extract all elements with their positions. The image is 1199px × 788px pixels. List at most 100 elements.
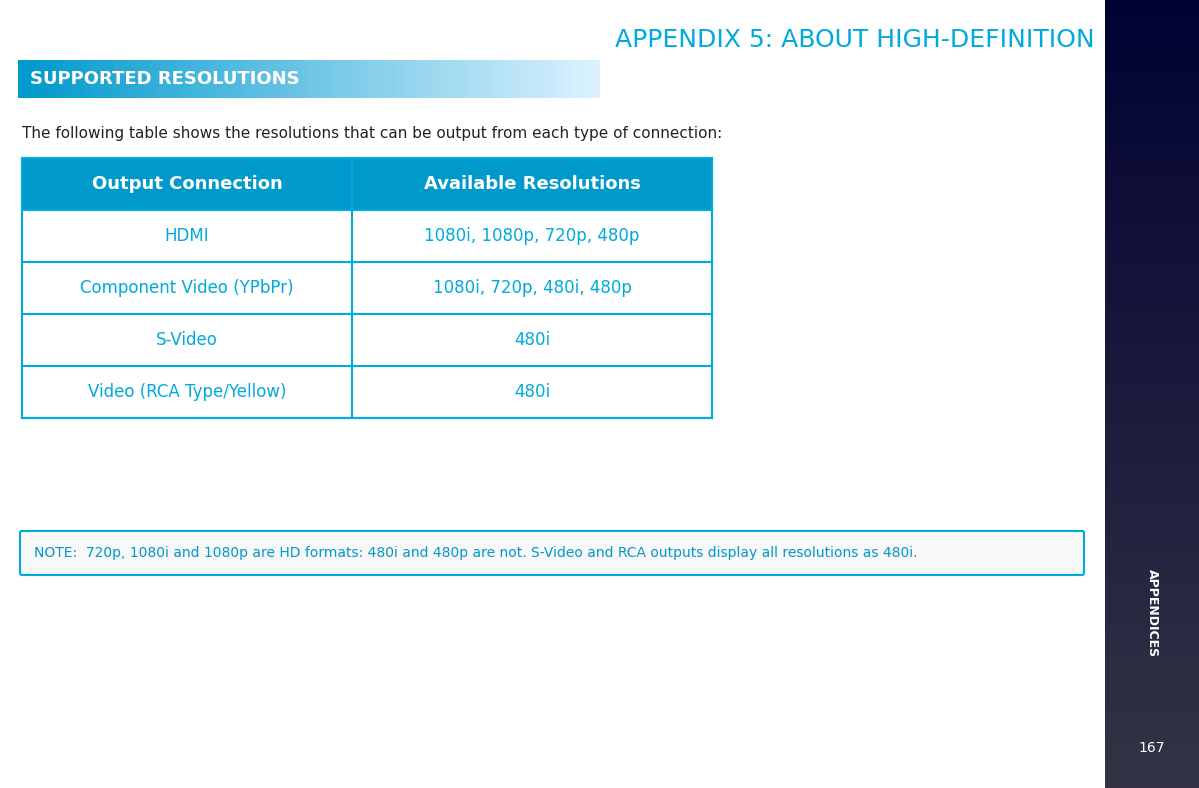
Bar — [1105, 59, 1199, 69]
Bar — [1105, 473, 1199, 482]
Text: 480i: 480i — [514, 331, 550, 349]
Text: The following table shows the resolutions that can be output from each type of c: The following table shows the resolution… — [22, 125, 722, 140]
Bar — [520, 60, 528, 98]
Bar — [454, 60, 463, 98]
Bar — [1105, 641, 1199, 650]
Bar — [1105, 739, 1199, 749]
Bar — [1105, 325, 1199, 335]
Bar — [207, 60, 215, 98]
Bar — [1105, 571, 1199, 582]
Bar — [47, 60, 55, 98]
Bar — [1105, 621, 1199, 630]
Bar — [1105, 404, 1199, 414]
Bar — [476, 60, 484, 98]
Bar — [1105, 482, 1199, 492]
Text: APPENDIX 5: ABOUT HIGH-DEFINITION: APPENDIX 5: ABOUT HIGH-DEFINITION — [615, 28, 1095, 52]
Bar — [1105, 10, 1199, 20]
Bar — [279, 60, 288, 98]
Bar — [331, 60, 338, 98]
Bar — [243, 60, 252, 98]
Bar — [200, 60, 207, 98]
Bar — [535, 60, 542, 98]
Text: 1080i, 720p, 480i, 480p: 1080i, 720p, 480i, 480p — [433, 279, 632, 297]
Bar — [302, 60, 309, 98]
Bar — [542, 60, 549, 98]
Bar — [229, 60, 236, 98]
Bar — [1105, 118, 1199, 128]
Bar — [1105, 582, 1199, 591]
Bar — [556, 60, 564, 98]
Bar — [106, 60, 113, 98]
Bar — [1105, 207, 1199, 217]
Bar — [22, 158, 712, 210]
Bar — [1105, 522, 1199, 532]
Bar — [1105, 630, 1199, 640]
Bar — [265, 60, 273, 98]
Bar — [1105, 197, 1199, 207]
Bar — [163, 60, 171, 98]
Bar — [367, 60, 375, 98]
Bar — [1105, 561, 1199, 571]
Bar — [1105, 453, 1199, 463]
Bar — [1105, 345, 1199, 355]
Text: 167: 167 — [1139, 741, 1165, 755]
Bar — [388, 60, 397, 98]
Text: NOTE:  720p, 1080i and 1080p are HD formats: 480i and 480p are not. S-Video and : NOTE: 720p, 1080i and 1080p are HD forma… — [34, 546, 917, 560]
Bar — [84, 60, 91, 98]
Bar — [338, 60, 345, 98]
Bar — [440, 60, 447, 98]
Bar — [1105, 158, 1199, 168]
Bar — [483, 60, 492, 98]
Bar — [1105, 591, 1199, 601]
Bar — [360, 60, 368, 98]
Bar — [1105, 611, 1199, 621]
Text: SUPPORTED RESOLUTIONS: SUPPORTED RESOLUTIONS — [30, 70, 300, 88]
Bar — [404, 60, 411, 98]
Bar — [1105, 492, 1199, 503]
Bar — [1105, 286, 1199, 296]
Bar — [120, 60, 127, 98]
Bar — [1105, 433, 1199, 444]
Bar — [469, 60, 477, 98]
Bar — [1105, 266, 1199, 276]
Bar — [1105, 552, 1199, 562]
Bar — [236, 60, 245, 98]
Bar — [498, 60, 506, 98]
Bar — [1105, 758, 1199, 768]
Bar — [1105, 217, 1199, 227]
Bar — [272, 60, 281, 98]
Bar — [22, 314, 712, 366]
Bar — [1105, 670, 1199, 679]
Bar — [1105, 148, 1199, 158]
Text: S-Video: S-Video — [156, 331, 218, 349]
Bar — [68, 60, 77, 98]
Bar — [1105, 296, 1199, 306]
Bar — [1105, 89, 1199, 98]
Bar — [1105, 364, 1199, 374]
Text: APPENDICES: APPENDICES — [1145, 569, 1158, 657]
Bar — [1105, 394, 1199, 404]
Bar — [54, 60, 62, 98]
Bar — [1105, 79, 1199, 89]
Text: Video (RCA Type/Yellow): Video (RCA Type/Yellow) — [88, 383, 287, 401]
Bar — [1105, 306, 1199, 315]
Bar — [32, 60, 41, 98]
Text: HDMI: HDMI — [164, 227, 210, 245]
Bar — [1105, 315, 1199, 325]
Bar — [1105, 30, 1199, 39]
Bar — [1105, 177, 1199, 188]
Bar — [1105, 424, 1199, 433]
Bar — [251, 60, 259, 98]
Bar — [258, 60, 266, 98]
Bar — [381, 60, 390, 98]
Bar — [1105, 512, 1199, 522]
Bar — [462, 60, 470, 98]
Bar — [177, 60, 186, 98]
Bar — [1105, 660, 1199, 670]
Bar — [288, 60, 295, 98]
Bar — [549, 60, 556, 98]
Bar — [1105, 768, 1199, 779]
Bar — [186, 60, 193, 98]
Bar — [506, 60, 513, 98]
Bar — [418, 60, 426, 98]
